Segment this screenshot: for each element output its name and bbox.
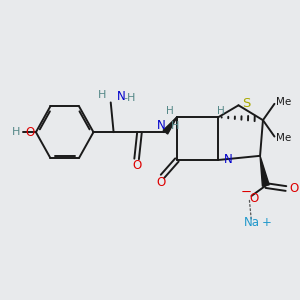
Text: N: N: [224, 154, 232, 166]
Text: Na: Na: [243, 216, 260, 229]
Text: H: H: [166, 106, 174, 116]
Text: Me: Me: [276, 133, 291, 143]
Text: -H: -H: [124, 93, 136, 103]
Text: H: H: [98, 90, 106, 100]
Text: N: N: [157, 119, 166, 132]
Text: O: O: [249, 192, 259, 206]
Polygon shape: [163, 117, 177, 134]
Text: H: H: [171, 121, 179, 130]
Text: H: H: [12, 127, 20, 137]
Text: −: −: [241, 186, 252, 199]
Text: O: O: [157, 176, 166, 189]
Text: N: N: [116, 90, 125, 103]
Text: S: S: [242, 97, 250, 110]
Text: O: O: [25, 126, 34, 139]
Text: O: O: [290, 182, 299, 195]
Polygon shape: [260, 156, 269, 186]
Text: Me: Me: [276, 97, 291, 107]
Text: +: +: [262, 216, 272, 229]
Text: O: O: [132, 159, 141, 172]
Text: H: H: [217, 106, 224, 116]
